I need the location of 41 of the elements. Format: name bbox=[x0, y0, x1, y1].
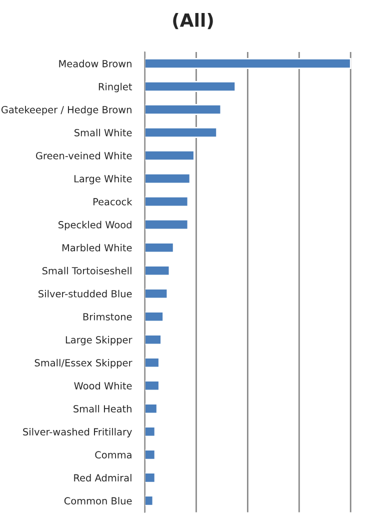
bar bbox=[144, 104, 222, 116]
y-tick-label: Meadow Brown bbox=[59, 60, 132, 68]
y-tick-label: Speckled Wood bbox=[58, 220, 132, 230]
y-tick-label: Gatekeeper / Hedge Brown bbox=[1, 106, 132, 116]
bar bbox=[144, 334, 162, 346]
y-tick-label: Small Heath bbox=[74, 404, 132, 412]
bar bbox=[144, 150, 195, 162]
bar bbox=[144, 58, 352, 70]
bar bbox=[144, 426, 156, 438]
bar bbox=[144, 449, 156, 460]
y-tick-label: Silver-washed Fritillary bbox=[23, 428, 132, 438]
y-tick-label: Brimstone bbox=[83, 312, 132, 320]
bar bbox=[144, 219, 189, 230]
y-tick-label: Wood White bbox=[74, 382, 132, 390]
bar bbox=[144, 173, 191, 184]
bar bbox=[144, 311, 164, 322]
bar bbox=[144, 127, 218, 138]
bar bbox=[144, 265, 170, 276]
bar bbox=[144, 495, 154, 506]
bar bbox=[144, 80, 236, 92]
y-tick-label: Comma bbox=[95, 451, 132, 459]
y-tick-label: Small White bbox=[74, 128, 132, 136]
y-tick-label: Large White bbox=[74, 174, 132, 184]
bar bbox=[144, 472, 156, 484]
y-tick-label: Silver-studded Blue bbox=[38, 290, 132, 298]
y-tick-label: Marbled White bbox=[62, 244, 132, 252]
y-tick-label: Large Skipper bbox=[66, 336, 132, 346]
bar bbox=[144, 242, 174, 254]
y-tick-label: Small/Essex Skipper bbox=[34, 358, 132, 368]
bar bbox=[144, 403, 158, 414]
bar bbox=[144, 196, 189, 208]
y-tick-label: Small Tortoiseshell bbox=[42, 266, 132, 274]
y-tick-label: Red Admiral bbox=[74, 474, 132, 482]
y-tick-label: Peacock bbox=[93, 198, 132, 206]
bar bbox=[144, 380, 160, 392]
y-tick-label: Ringlet bbox=[98, 82, 132, 92]
y-tick-label: Common Blue bbox=[64, 497, 132, 505]
bar bbox=[144, 357, 160, 368]
chart-title: (All) bbox=[173, 13, 213, 30]
y-tick-label: Green-veined White bbox=[36, 152, 132, 160]
bar bbox=[144, 288, 168, 300]
